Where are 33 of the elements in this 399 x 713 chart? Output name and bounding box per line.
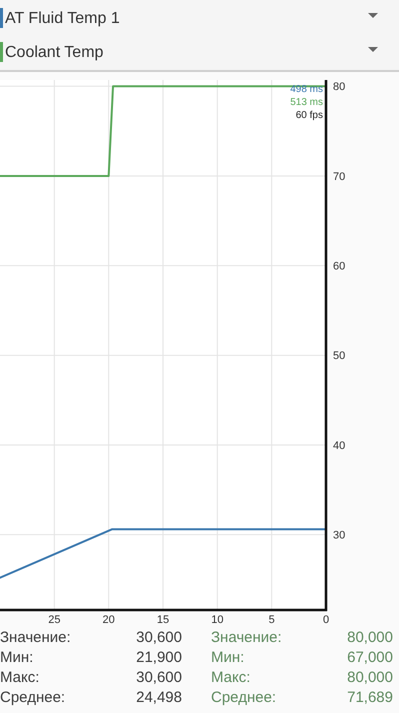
annotation: 60 fps [296,110,323,121]
text: Среднее: [0,689,66,706]
legend-label: Coolant Temp [5,44,104,61]
text: Мин: [0,649,34,666]
text: 71,689 [347,689,393,706]
legend-label: AT Fluid Temp 1 [5,10,120,27]
y-tick-label: 30 [333,530,346,542]
text: 24,498 [136,689,182,706]
y-tick-label: 40 [333,440,346,452]
annotation: 513 ms [290,97,323,108]
text: 21,900 [136,649,182,666]
text: Значение: [211,629,282,646]
text: Значение: [0,629,71,646]
x-tick-label: 20 [102,614,115,626]
y-tick-label: 50 [333,350,346,362]
y-tick-label: 70 [333,170,346,183]
text: 80,000 [347,629,393,646]
x-tick-label: 5 [268,614,275,626]
x-tick-label: 0 [322,614,330,626]
text: Макс: [211,669,250,686]
text: 67,000 [347,649,393,666]
text: Мин: [211,649,244,666]
x-tick-label: 15 [156,614,170,626]
y-tick-label: 60 [333,260,346,272]
y-tick-label: 80 [333,81,346,94]
x-tick-label: 25 [48,614,60,626]
text: Макс: [0,669,40,686]
text: 30,600 [136,669,182,686]
text: 80,000 [347,669,393,686]
annotation: 498 ms [290,84,323,95]
text: Среднее: [211,689,276,706]
text: 30,600 [136,629,182,646]
x-tick-label: 10 [211,614,224,626]
